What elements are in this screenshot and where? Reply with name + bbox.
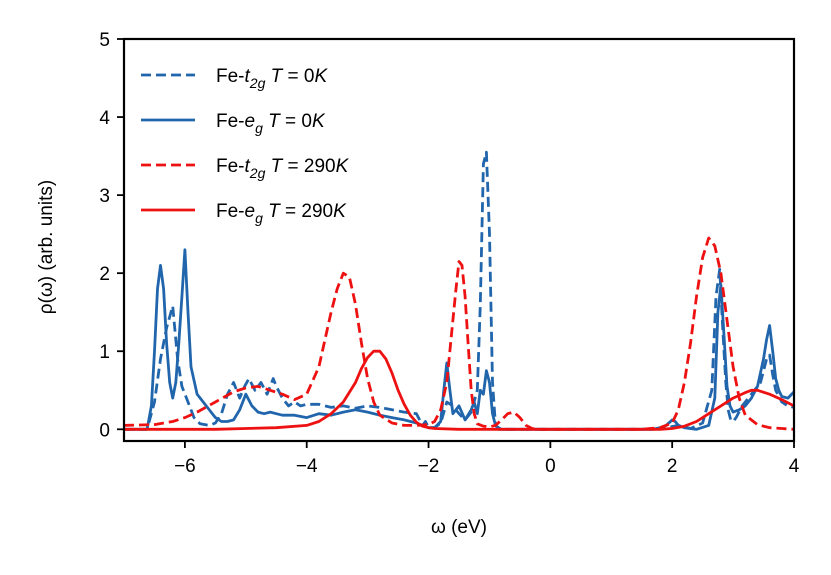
y-axis-label: ρ(ω) (arb. units) <box>36 180 57 314</box>
series-line-3 <box>124 236 794 431</box>
y-tick-label: 4 <box>99 108 110 129</box>
series-line-2 <box>124 248 794 431</box>
y-tick-label: 1 <box>99 342 110 363</box>
x-tick-label: −4 <box>296 456 318 477</box>
y-tick-label: 2 <box>99 264 110 285</box>
plot-area-background <box>124 39 794 441</box>
legend-label: Fe-t2g T = 0K <box>216 66 328 91</box>
x-tick-label: −2 <box>418 456 440 477</box>
legend-label: Fe-eg T = 0K <box>216 111 326 136</box>
legend-label: Fe-t2g T = 290K <box>216 156 350 181</box>
y-tick-label: 5 <box>99 30 110 51</box>
y-tick-label: 0 <box>99 420 110 441</box>
series-line-4 <box>124 349 794 431</box>
x-tick-label: −6 <box>174 456 196 477</box>
x-tick-label: 2 <box>667 456 678 477</box>
legend: Fe-t2g T = 0K Fe-eg T = 0K Fe-t2g T = 290K… <box>141 66 350 226</box>
plot-frame <box>122 37 796 443</box>
x-axis-label: ω (eV) <box>431 517 487 538</box>
y-tick-label: 3 <box>99 186 110 207</box>
legend-label: Fe-eg T = 290K <box>216 201 347 226</box>
x-tick-label: 0 <box>545 456 556 477</box>
x-tick-label: 4 <box>789 456 800 477</box>
